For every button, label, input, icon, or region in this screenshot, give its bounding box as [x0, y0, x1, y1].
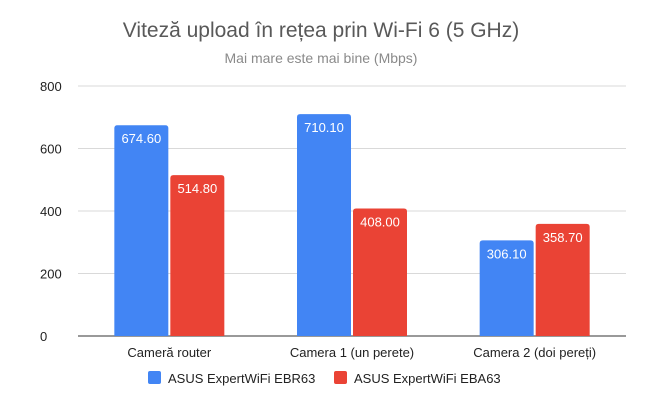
x-axis-categories: Cameră router Camera 1 (un perete) Camera … — [127, 345, 596, 360]
legend-label: ASUS ExpertWiFi EBA63 — [354, 371, 501, 386]
bar — [297, 114, 351, 336]
bar — [353, 208, 407, 336]
legend-swatch — [334, 371, 347, 384]
bar — [479, 240, 534, 336]
data-label: 514.80 — [177, 181, 217, 196]
gridlines — [78, 85, 626, 337]
category-label: Camera 1 (un perete) — [290, 345, 414, 360]
bar — [114, 125, 169, 336]
category-label: Cameră router — [127, 345, 211, 360]
data-label: 408.00 — [360, 215, 400, 230]
data-label: 306.10 — [487, 246, 527, 261]
bar — [170, 175, 225, 336]
legend: ASUS ExpertWiFi EBR63 ASUS ExpertWiFi EBA… — [148, 371, 501, 386]
data-label: 674.60 — [121, 131, 161, 146]
y-axis-ticks: 0 200 400 600 800 — [40, 79, 62, 344]
chart-title: Viteză upload în rețea prin Wi-Fi 6 (5 G… — [123, 19, 519, 42]
y-tick-label: 800 — [40, 79, 62, 94]
data-label: 358.70 — [543, 230, 583, 245]
y-tick-label: 0 — [40, 329, 47, 344]
y-tick-label: 600 — [40, 142, 62, 157]
y-tick-label: 200 — [40, 267, 62, 282]
data-labels: 674.60 514.80 710.10 408.00 306.10 358.70 — [121, 120, 582, 261]
legend-swatch — [148, 371, 161, 384]
bars — [114, 114, 590, 336]
data-label: 710.10 — [304, 120, 344, 135]
y-tick-label: 400 — [40, 204, 62, 219]
legend-label: ASUS ExpertWiFi EBR63 — [168, 371, 315, 386]
chart-subtitle: Mai mare este mai bine (Mbps) — [225, 50, 418, 66]
category-label: Camera 2 (doi pereți) — [473, 345, 596, 360]
bar — [535, 223, 590, 336]
